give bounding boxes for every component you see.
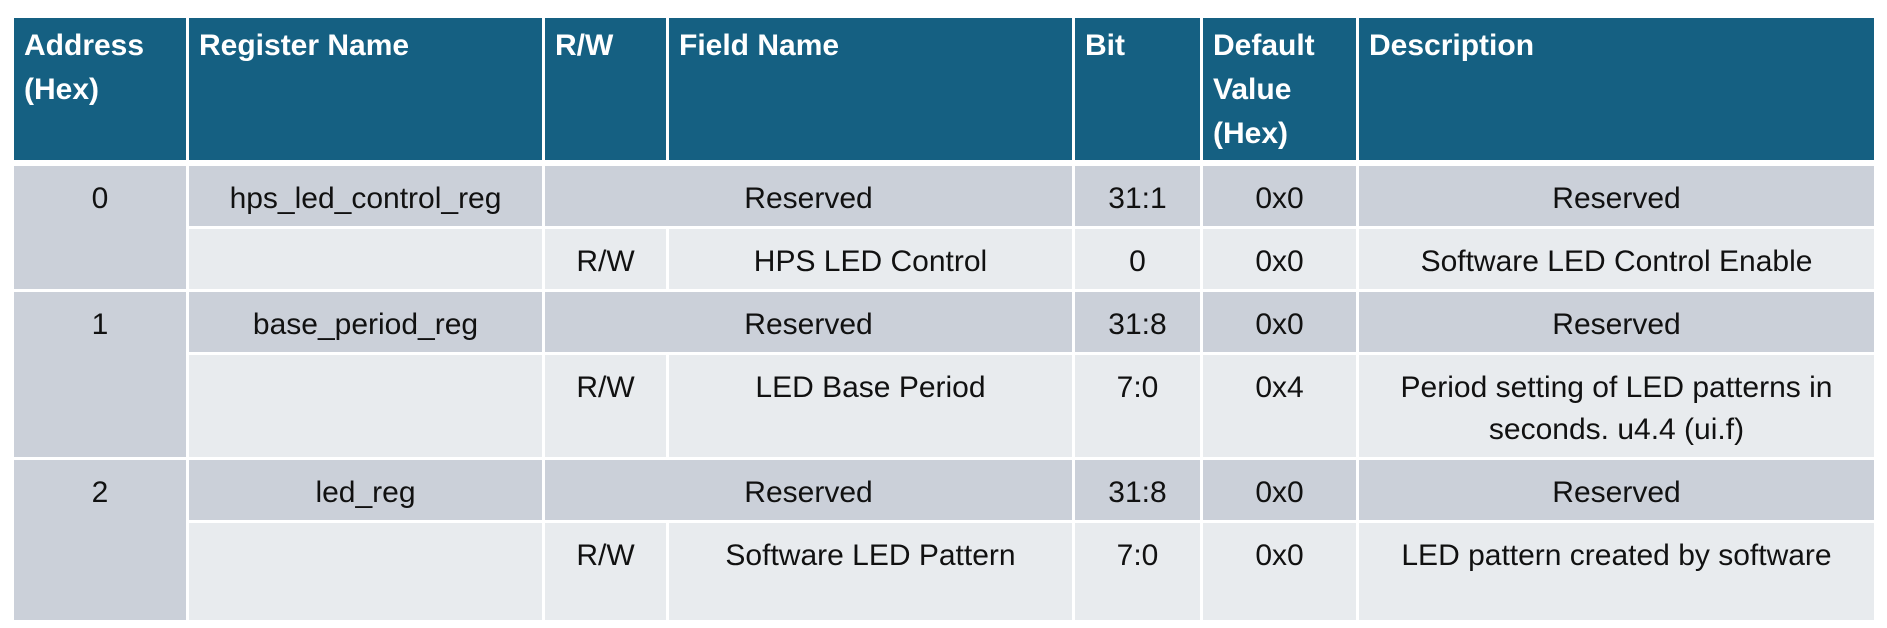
table-row: R/W Software LED Pattern 7:0 0x0 LED pat… bbox=[14, 523, 1874, 623]
field-name-cell: HPS LED Control bbox=[669, 229, 1075, 292]
description-cell: Reserved bbox=[1359, 292, 1874, 355]
rw-cell: R/W bbox=[545, 523, 669, 623]
table-row: 2 led_reg Reserved 31:8 0x0 Reserved bbox=[14, 460, 1874, 623]
default-value-cell: 0x0 bbox=[1203, 229, 1359, 292]
bit-cell: 0 bbox=[1075, 229, 1203, 292]
description-cell: Period setting of LED patterns in second… bbox=[1359, 355, 1874, 460]
address-cell: 2 bbox=[14, 460, 189, 623]
reserved-field-cell: Reserved bbox=[545, 292, 1075, 355]
register-table: Address (Hex) Register Name R/W Field Na… bbox=[14, 18, 1874, 623]
register-name-cell bbox=[189, 355, 545, 460]
header-bit: Bit bbox=[1075, 18, 1203, 166]
default-value-cell: 0x0 bbox=[1203, 292, 1359, 355]
bit-cell: 31:1 bbox=[1075, 166, 1203, 229]
header-row: Address (Hex) Register Name R/W Field Na… bbox=[14, 18, 1874, 166]
description-cell: Software LED Control Enable bbox=[1359, 229, 1874, 292]
default-value-cell: 0x0 bbox=[1203, 523, 1359, 623]
header-rw: R/W bbox=[545, 18, 669, 166]
rw-cell: R/W bbox=[545, 229, 669, 292]
address-cell: 0 bbox=[14, 166, 189, 292]
register-map: Address (Hex) Register Name R/W Field Na… bbox=[14, 18, 1874, 623]
field-name-cell: LED Base Period bbox=[669, 355, 1075, 460]
default-value-cell: 0x0 bbox=[1203, 166, 1359, 229]
table-row: R/W LED Base Period 7:0 0x4 Period setti… bbox=[14, 355, 1874, 460]
header-default-value: Default Value (Hex) bbox=[1203, 18, 1359, 166]
bit-cell: 7:0 bbox=[1075, 355, 1203, 460]
address-cell: 1 bbox=[14, 292, 189, 460]
reserved-field-cell: Reserved bbox=[545, 166, 1075, 229]
field-name-cell: Software LED Pattern bbox=[669, 523, 1075, 623]
table-row: R/W HPS LED Control 0 0x0 Software LED C… bbox=[14, 229, 1874, 292]
description-cell: Reserved bbox=[1359, 166, 1874, 229]
register-name-cell: base_period_reg bbox=[189, 292, 545, 355]
register-name-cell: hps_led_control_reg bbox=[189, 166, 545, 229]
bit-cell: 31:8 bbox=[1075, 460, 1203, 523]
header-field-name: Field Name bbox=[669, 18, 1075, 166]
description-cell: Reserved bbox=[1359, 460, 1874, 523]
register-name-cell bbox=[189, 523, 545, 623]
default-value-cell: 0x0 bbox=[1203, 460, 1359, 523]
default-value-cell: 0x4 bbox=[1203, 355, 1359, 460]
table-row: 0 hps_led_control_reg Reserved 31:1 0x0 … bbox=[14, 166, 1874, 292]
header-description: Description bbox=[1359, 18, 1874, 166]
table-row: 1 base_period_reg Reserved 31:8 0x0 Rese… bbox=[14, 292, 1874, 460]
header-register-name: Register Name bbox=[189, 18, 545, 166]
register-name-cell bbox=[189, 229, 545, 292]
register-name-cell: led_reg bbox=[189, 460, 545, 523]
reserved-field-cell: Reserved bbox=[545, 460, 1075, 523]
bit-cell: 7:0 bbox=[1075, 523, 1203, 623]
bit-cell: 31:8 bbox=[1075, 292, 1203, 355]
description-cell: LED pattern created by software bbox=[1359, 523, 1874, 623]
header-address: Address (Hex) bbox=[14, 18, 189, 166]
rw-cell: R/W bbox=[545, 355, 669, 460]
